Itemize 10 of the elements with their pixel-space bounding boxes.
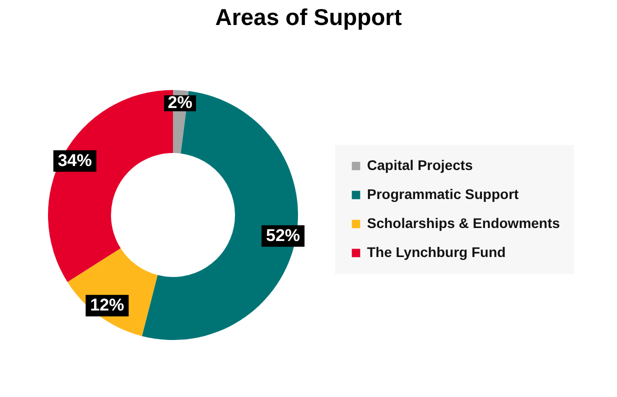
data-label: 12%	[90, 296, 124, 315]
data-label: 52%	[266, 226, 300, 245]
chart-title: Areas of Support	[214, 4, 403, 31]
legend-label: Capital Projects	[367, 157, 474, 173]
data-label: 2%	[168, 93, 192, 112]
legend-label: Scholarships & Endowments	[367, 215, 560, 231]
donut-slice	[142, 90, 298, 340]
legend-label: Programmatic Support	[367, 186, 520, 202]
legend-label: The Lynchburg Fund	[367, 244, 506, 260]
data-label: 34%	[58, 151, 92, 170]
